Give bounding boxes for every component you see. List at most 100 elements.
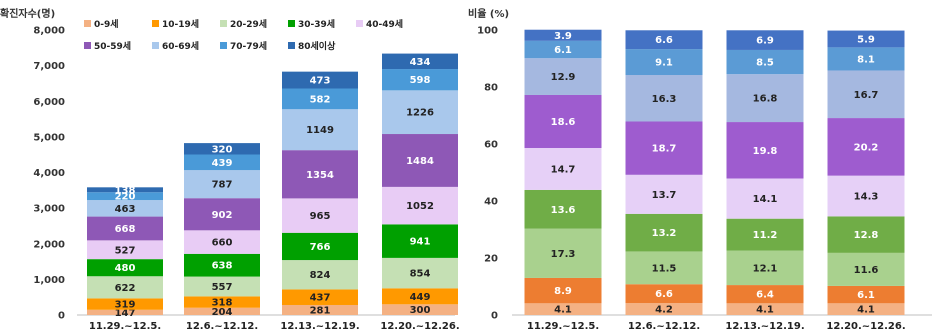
bar-segment	[524, 58, 602, 95]
x-tick-label: 11.29.~12.5.	[527, 321, 599, 332]
x-tick-label: 12.13.~12.19.	[725, 321, 804, 332]
bar-segment	[87, 309, 163, 315]
y-tick-label: 6,000	[33, 97, 65, 108]
data-label: 18.6	[551, 117, 576, 128]
bar-segment	[87, 200, 163, 217]
bar-segment	[87, 276, 163, 299]
data-label: 527	[115, 245, 136, 256]
legend-swatch	[84, 20, 91, 27]
bar-segment	[827, 303, 905, 315]
legend-label: 10-19세	[162, 18, 199, 30]
data-label: 14.3	[854, 192, 879, 203]
legend-label: 80세이상	[298, 40, 336, 52]
bar-segment	[524, 147, 602, 190]
bar-segment	[524, 303, 602, 315]
y-tick-label: 40	[484, 197, 498, 208]
bar-segment	[625, 121, 703, 175]
bar-segment	[282, 232, 358, 261]
legend-label: 0-9세	[94, 18, 119, 30]
data-label: 17.3	[551, 249, 576, 260]
bar-segment	[827, 252, 905, 286]
bar-segment	[382, 224, 458, 258]
bar-segment	[726, 122, 804, 179]
bar-segment	[524, 94, 602, 148]
bar-segment	[726, 285, 804, 304]
data-label: 6.9	[756, 36, 774, 47]
legend-label: 60-69세	[162, 40, 199, 52]
data-label: 557	[212, 282, 233, 293]
y-tick-label: 100	[477, 26, 498, 37]
bar-segment	[382, 304, 458, 315]
bar-segment	[726, 74, 804, 123]
x-tick-label: 12.20.~12.26.	[380, 321, 459, 332]
percent-chart: 비율 (%) 0 20 40 60 80 100 4.1 8.9 17.3 13.6 14.7 18.6…	[468, 7, 932, 332]
bar-segment	[625, 174, 703, 214]
bar-segment	[726, 49, 804, 75]
data-label: 12.1	[753, 263, 778, 274]
y-tick-label: 7,000	[33, 61, 65, 72]
legend-swatch	[84, 42, 91, 49]
bar-segment	[827, 118, 905, 176]
bar-segment	[827, 175, 905, 217]
data-label: 437	[310, 293, 331, 304]
data-label: 11.5	[652, 263, 677, 274]
data-label: 8.9	[554, 286, 572, 297]
data-label: 766	[310, 242, 331, 253]
bar-segment	[726, 30, 804, 50]
bar-segment	[827, 47, 905, 71]
legend-label: 70-79세	[230, 40, 267, 52]
bar-segment	[827, 216, 905, 253]
data-label: 941	[410, 237, 431, 248]
data-label: 204	[212, 307, 233, 318]
bar-segment	[282, 260, 358, 290]
bar-segment	[184, 230, 260, 254]
y-tick-label: 5,000	[33, 132, 65, 143]
bar-segment	[184, 296, 260, 308]
bar-segment	[726, 218, 804, 251]
data-label: 598	[410, 75, 431, 86]
bar-segment	[726, 178, 804, 219]
data-label: 13.7	[652, 190, 677, 201]
data-label: 11.2	[753, 230, 778, 241]
bar-segment	[282, 198, 358, 233]
x-tick-label: 12.13.~12.19.	[280, 321, 359, 332]
legend-swatch	[288, 20, 295, 27]
data-label: 4.1	[857, 305, 875, 316]
data-label: 300	[410, 305, 431, 316]
bar-segment	[282, 88, 358, 110]
legend-label: 20-29세	[230, 18, 267, 30]
bar-segment	[827, 285, 905, 304]
data-label: 449	[410, 292, 431, 303]
bar-segment	[625, 303, 703, 315]
legend-label: 40-49세	[366, 18, 403, 30]
y-axis-title: 비율 (%)	[468, 7, 509, 20]
legend-label: 30-39세	[298, 18, 335, 30]
data-label: 6.6	[655, 289, 673, 300]
bar-segment	[524, 189, 602, 229]
bar-segment	[726, 303, 804, 315]
bar-segment	[87, 187, 163, 193]
x-tick-label: 11.29.~12.5.	[89, 321, 161, 332]
x-tick-label: 12.6.~12.12.	[628, 321, 700, 332]
bar-segment	[184, 198, 260, 231]
bar-segment	[524, 228, 602, 278]
data-label: 1226	[406, 108, 434, 119]
data-label: 13.6	[551, 205, 576, 216]
data-label: 5.9	[857, 34, 875, 45]
y-tick-label: 0	[491, 311, 498, 322]
bar-segment	[282, 71, 358, 89]
bar-segment	[827, 70, 905, 119]
x-tick-label: 12.6.~12.12.	[186, 321, 258, 332]
data-label: 480	[115, 263, 136, 274]
data-label: 11.6	[854, 265, 879, 276]
legend-swatch	[356, 20, 363, 27]
bar-segment	[524, 40, 602, 59]
data-label: 16.3	[652, 94, 677, 105]
data-label: 8.5	[756, 58, 774, 69]
bar-segment	[184, 154, 260, 171]
legend-swatch	[288, 42, 295, 49]
bar-segment	[382, 53, 458, 70]
data-label: 6.1	[554, 45, 572, 56]
bar-segment	[282, 150, 358, 199]
data-label: 582	[310, 94, 331, 105]
